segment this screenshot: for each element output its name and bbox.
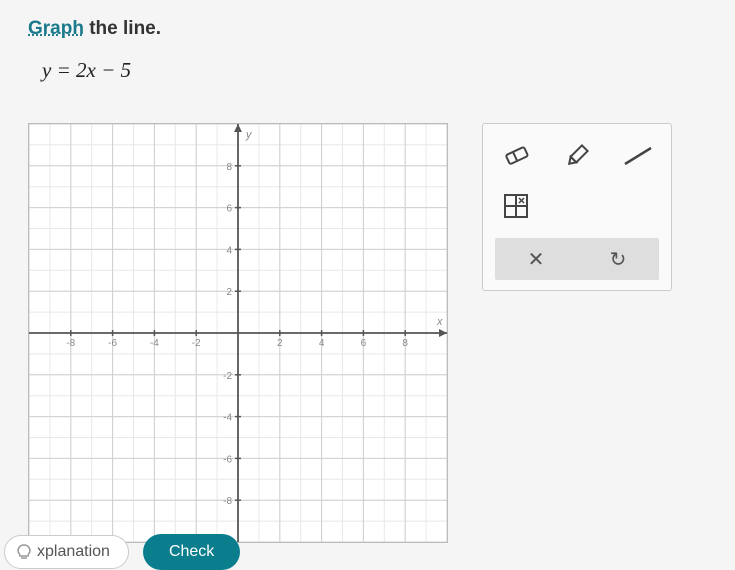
- instruction-text: Graph the line.: [28, 18, 707, 40]
- svg-text:-4: -4: [150, 338, 159, 349]
- bottom-button-bar: xplanation Check: [0, 534, 240, 570]
- svg-text:2: 2: [226, 287, 232, 298]
- coordinate-graph[interactable]: -8 -6 -4 -2 2 4 6 8 -8 -6 -4 -2 2 4 6 8 x y: [28, 123, 448, 543]
- instruction-keyword: Graph: [28, 18, 84, 39]
- explanation-button[interactable]: xplanation: [4, 535, 129, 569]
- svg-text:-6: -6: [223, 454, 232, 465]
- check-button[interactable]: Check: [143, 534, 240, 570]
- svg-text:-8: -8: [66, 338, 75, 349]
- action-row: ✕ ↻: [495, 238, 659, 280]
- grid-tool[interactable]: [495, 188, 537, 224]
- svg-text:-4: -4: [223, 413, 232, 424]
- svg-text:x: x: [436, 316, 443, 328]
- svg-text:8: 8: [402, 338, 408, 349]
- explanation-label: xplanation: [37, 543, 110, 561]
- pencil-icon: [562, 143, 592, 169]
- svg-text:4: 4: [226, 245, 232, 256]
- toolbox: ✕ ↻: [482, 123, 672, 291]
- check-label: Check: [169, 543, 214, 560]
- svg-text:6: 6: [361, 338, 367, 349]
- svg-text:-2: -2: [192, 338, 201, 349]
- lightbulb-icon: [15, 544, 33, 560]
- svg-text:2: 2: [277, 338, 283, 349]
- clear-button[interactable]: ✕: [495, 247, 577, 272]
- graph-svg: -8 -6 -4 -2 2 4 6 8 -8 -6 -4 -2 2 4 6 8 x y: [29, 124, 447, 542]
- svg-text:4: 4: [319, 338, 325, 349]
- undo-button[interactable]: ↻: [577, 247, 659, 272]
- eraser-tool[interactable]: [495, 138, 537, 174]
- equation-text: y = 2x − 5: [42, 58, 707, 83]
- line-tool[interactable]: [617, 138, 659, 174]
- svg-text:y: y: [245, 129, 253, 141]
- svg-text:6: 6: [226, 204, 232, 215]
- grid-icon: [502, 192, 530, 220]
- graph-container: -8 -6 -4 -2 2 4 6 8 -8 -6 -4 -2 2 4 6 8 x y: [28, 123, 448, 543]
- svg-text:-6: -6: [108, 338, 117, 349]
- instruction-rest: the line.: [84, 18, 161, 39]
- svg-text:8: 8: [226, 162, 232, 173]
- eraser-icon: [501, 144, 531, 168]
- pencil-tool[interactable]: [556, 138, 598, 174]
- svg-text:-8: -8: [223, 496, 232, 507]
- line-icon: [621, 144, 655, 168]
- svg-text:-2: -2: [223, 371, 232, 382]
